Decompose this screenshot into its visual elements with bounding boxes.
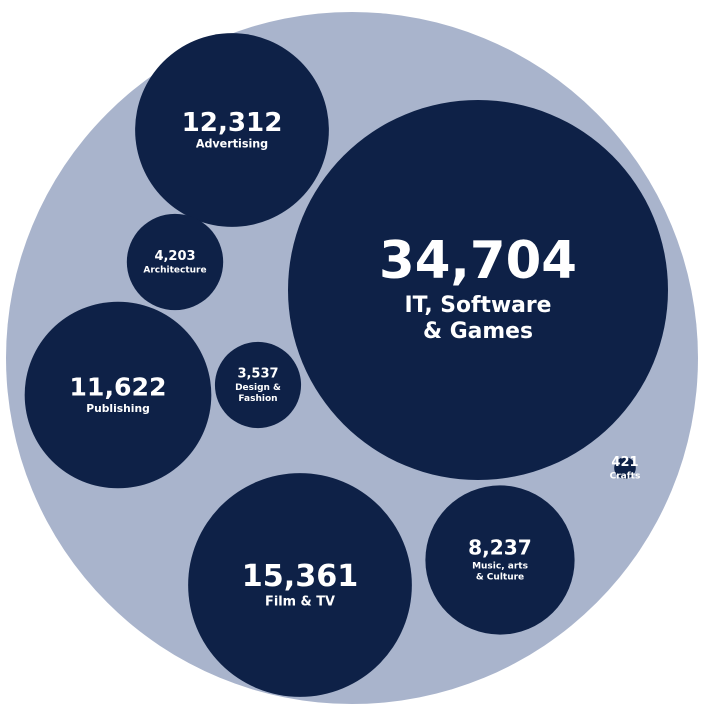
value-label: 15,361 (242, 559, 359, 594)
bubble (214, 341, 302, 429)
bubble (614, 457, 636, 479)
category-label: Publishing (86, 402, 150, 415)
bubble (288, 100, 668, 480)
category-label: Music, arts (472, 562, 528, 572)
value-label: 12,312 (182, 108, 283, 138)
bubble (24, 301, 212, 489)
category-label: Design & (235, 383, 281, 393)
category-label: Advertising (196, 138, 268, 151)
value-label: 11,622 (69, 373, 166, 402)
value-label: 34,704 (379, 231, 577, 291)
category-label: Fashion (238, 394, 277, 404)
value-label: 4,203 (154, 249, 195, 264)
value-label: 3,537 (237, 367, 278, 382)
category-label: Film & TV (265, 595, 335, 610)
bubble (188, 473, 412, 697)
category-label: Architecture (143, 265, 206, 275)
category-label: IT, Software (404, 293, 551, 318)
bubble (126, 213, 224, 311)
value-label: 8,237 (468, 536, 532, 560)
value-label: 421 (611, 455, 638, 470)
category-label: & Culture (476, 572, 524, 582)
bubble (135, 33, 329, 227)
bubble (425, 485, 575, 635)
category-label: & Games (423, 319, 533, 344)
category-label: Crafts (610, 471, 641, 481)
